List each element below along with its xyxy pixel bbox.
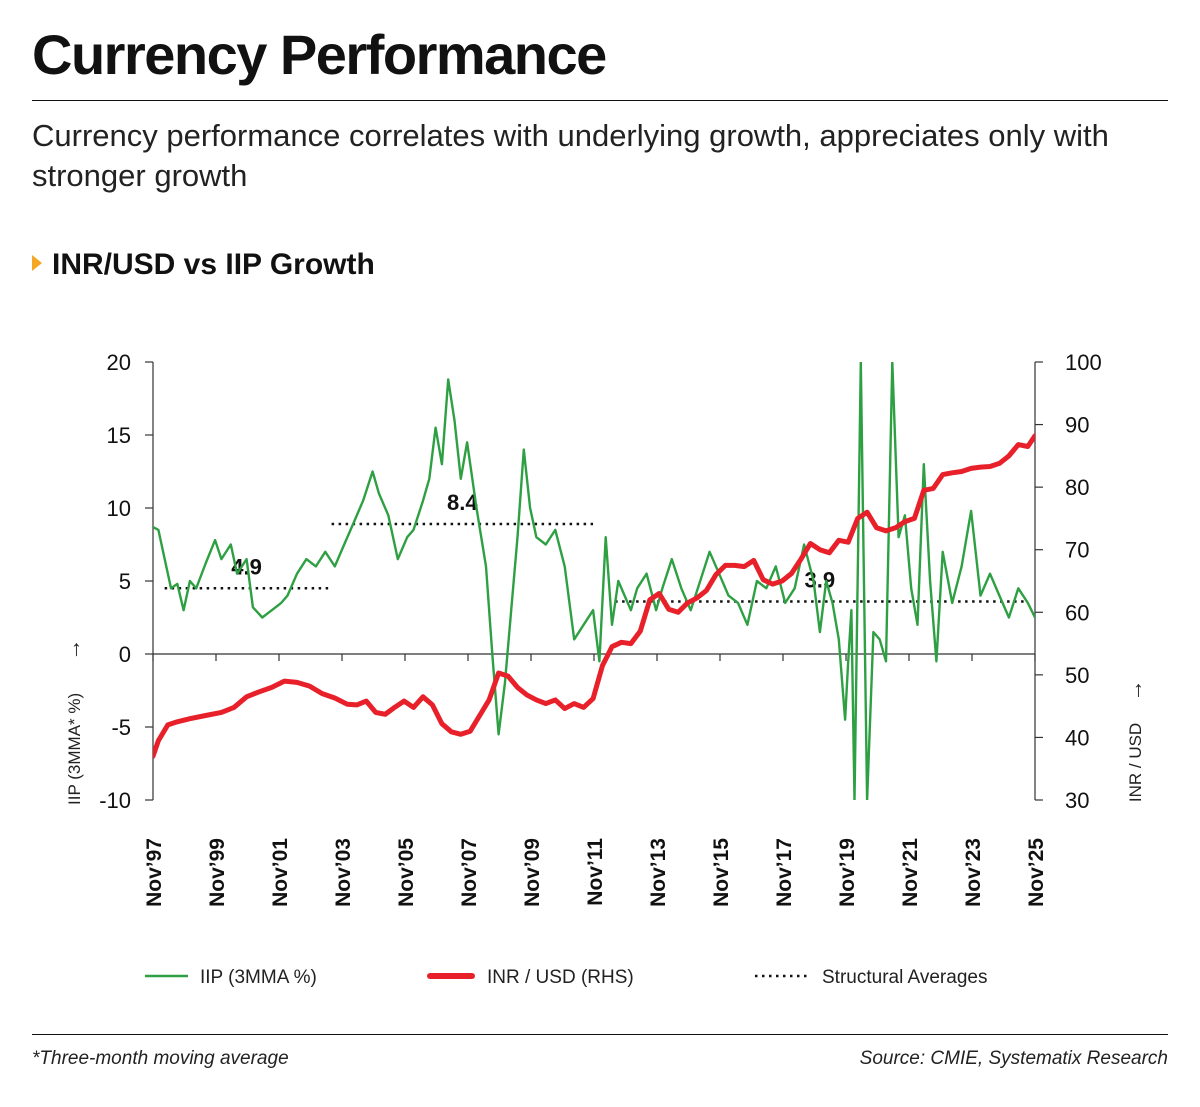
x-tick-label: Nov’19 xyxy=(836,838,859,907)
structural-average-label: 8.4 xyxy=(447,490,478,515)
x-tick-label: Nov’25 xyxy=(1025,838,1048,907)
right-axis-title: INR / USD xyxy=(1126,723,1145,802)
arrow-up-icon: → xyxy=(1122,680,1147,702)
page-subtitle: Currency performance correlates with und… xyxy=(32,118,1109,193)
source-note: Source: CMIE, Systematix Research xyxy=(859,1048,1168,1069)
right-tick-label: 60 xyxy=(1065,600,1089,625)
triangle-marker-icon xyxy=(32,255,42,271)
chart-title: INR/USD vs IIP Growth xyxy=(52,248,375,281)
legend-iip-label: IIP (3MMA %) xyxy=(200,967,317,988)
x-tick-label: Nov’13 xyxy=(647,838,670,907)
left-tick-label: 0 xyxy=(119,642,131,667)
x-tick-label: Nov’99 xyxy=(206,838,229,907)
x-tick-label: Nov’97 xyxy=(143,838,166,907)
left-tick-label: 5 xyxy=(119,569,131,594)
x-tick-label: Nov’15 xyxy=(710,838,733,907)
page-title: Currency Performance xyxy=(32,23,607,86)
x-tick-label: Nov’01 xyxy=(269,838,292,907)
x-tick-label: Nov’11 xyxy=(584,838,607,906)
x-tick-label: Nov’23 xyxy=(962,838,985,907)
left-tick-label: -10 xyxy=(99,788,131,813)
right-tick-label: 100 xyxy=(1065,350,1102,375)
left-axis-title: IIP (3MMA* %) xyxy=(65,693,84,805)
right-tick-label: 40 xyxy=(1065,725,1089,750)
left-tick-label: 20 xyxy=(107,350,131,375)
footer-divider xyxy=(32,1034,1168,1035)
right-tick-label: 70 xyxy=(1065,538,1089,563)
arrow-up-icon: → xyxy=(60,639,85,661)
x-tick-label: Nov’17 xyxy=(773,838,796,907)
x-tick-label: Nov’09 xyxy=(521,838,544,907)
right-tick-label: 30 xyxy=(1065,788,1089,813)
right-tick-label: 50 xyxy=(1065,663,1089,688)
inr-usd-series-line xyxy=(153,433,1035,759)
legend-avg-label: Structural Averages xyxy=(822,967,987,988)
legend-inr-label: INR / USD (RHS) xyxy=(487,967,634,988)
left-tick-label: -5 xyxy=(111,715,131,740)
left-tick-label: 15 xyxy=(107,423,131,448)
chart-title-row: INR/USD vs IIP Growth xyxy=(32,248,375,282)
footnote: *Three-month moving average xyxy=(32,1048,289,1069)
right-tick-label: 90 xyxy=(1065,413,1089,438)
right-tick-label: 80 xyxy=(1065,475,1089,500)
iip-series-line xyxy=(153,362,1035,800)
structural-average-label: 3.9 xyxy=(805,567,836,592)
left-tick-label: 10 xyxy=(107,496,131,521)
x-tick-label: Nov’03 xyxy=(332,838,355,907)
x-tick-label: Nov’21 xyxy=(899,838,922,907)
title-divider xyxy=(32,100,1168,101)
x-tick-label: Nov’07 xyxy=(458,838,481,907)
x-tick-label: Nov’05 xyxy=(395,838,418,907)
